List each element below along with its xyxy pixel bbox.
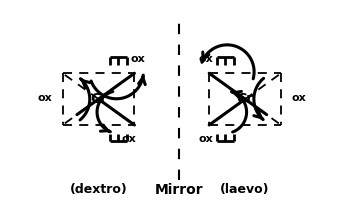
Text: ox: ox [291, 93, 306, 103]
Text: ox: ox [130, 54, 145, 64]
Text: Mirror: Mirror [155, 183, 203, 197]
Text: ox: ox [199, 134, 213, 144]
Text: (laevo): (laevo) [221, 183, 270, 196]
Text: Cr: Cr [237, 92, 254, 106]
Text: ox: ox [199, 54, 213, 64]
Text: ox: ox [122, 134, 136, 144]
Text: (dextro): (dextro) [70, 183, 127, 196]
Text: ox: ox [37, 93, 52, 103]
Text: Cr: Cr [90, 92, 107, 106]
